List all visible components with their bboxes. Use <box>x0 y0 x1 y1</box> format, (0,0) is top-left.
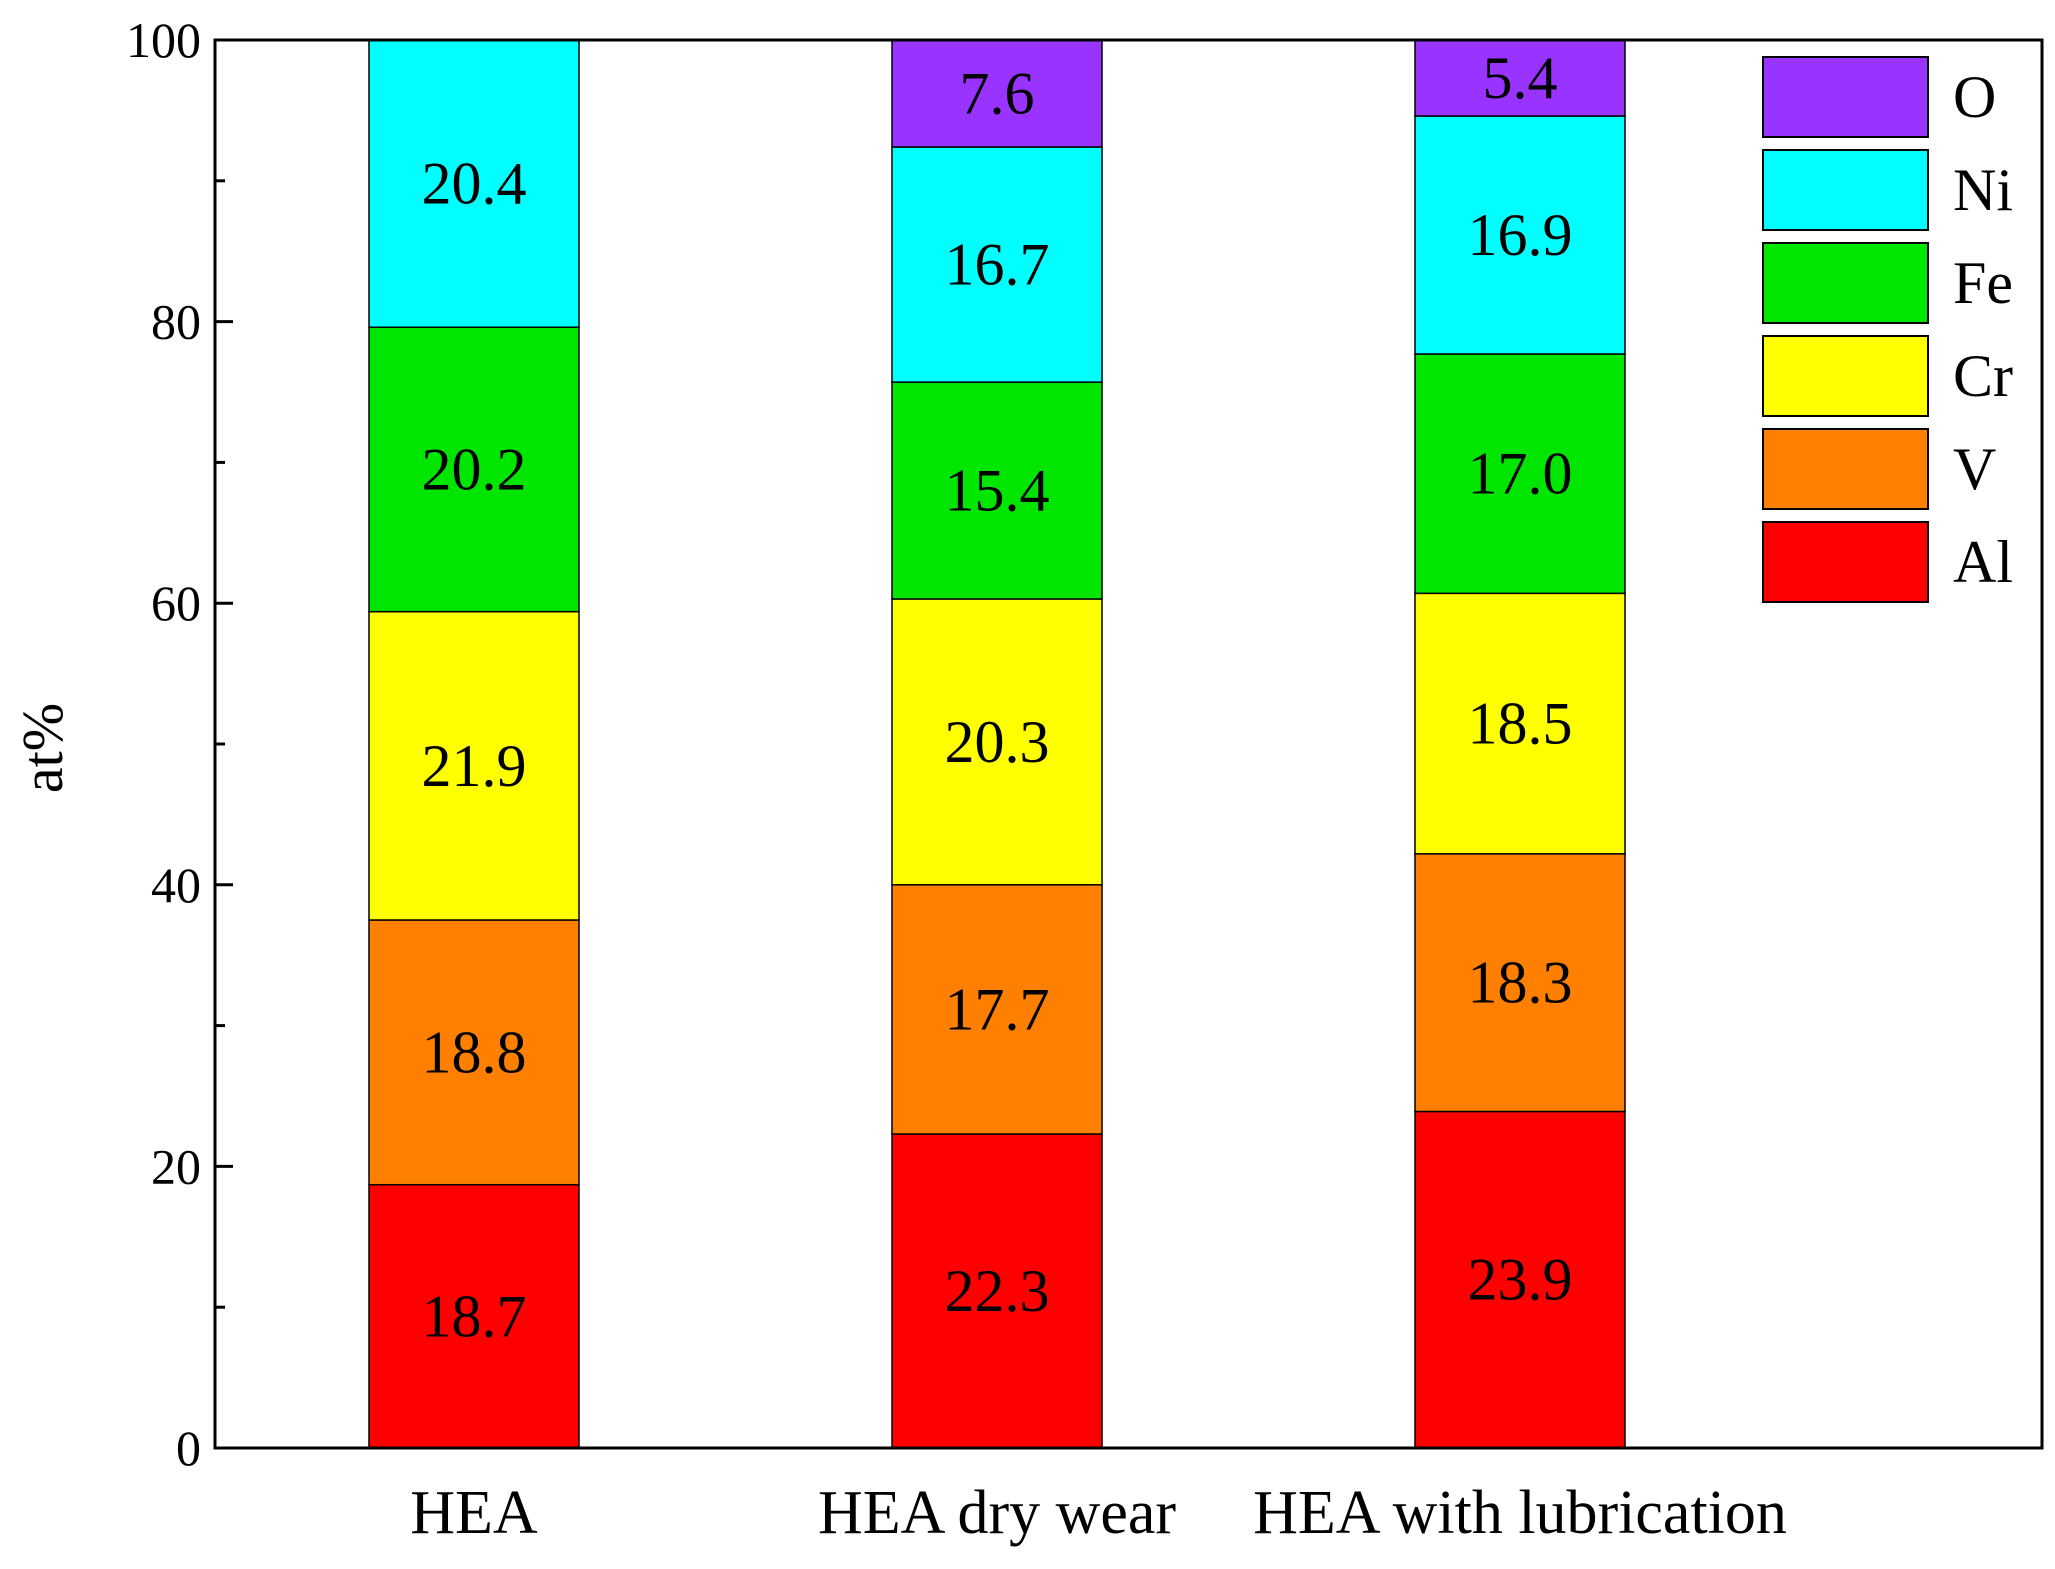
legend-label-cr: Cr <box>1953 343 2013 409</box>
value-label-ni: 20.4 <box>422 151 527 217</box>
value-label-v: 18.3 <box>1468 950 1573 1016</box>
legend-label-fe: Fe <box>1953 250 2013 316</box>
bar-segment-fe <box>368 326 580 613</box>
bar-segment-al <box>368 1183 580 1449</box>
legend-swatch-al <box>1762 521 1929 603</box>
value-label-ni: 16.7 <box>945 232 1050 298</box>
legend: O Ni Fe Cr V Al <box>1762 56 2013 603</box>
bar-segment-fe <box>1414 353 1626 595</box>
bar-segment-o <box>1414 39 1626 117</box>
bar-segment-cr <box>1414 592 1626 855</box>
y-tick-label: 100 <box>126 12 201 68</box>
bar-segment-ni <box>1414 115 1626 355</box>
legend-swatch-cr <box>1762 335 1929 417</box>
bar-segment-fe <box>891 381 1103 600</box>
legend-swatch-fe <box>1762 242 1929 324</box>
bar-segment-o <box>891 39 1103 148</box>
value-label-al: 18.7 <box>422 1283 527 1349</box>
bar-segment-cr <box>368 610 580 921</box>
value-label-o: 7.6 <box>960 61 1035 127</box>
value-label-al: 23.9 <box>1468 1247 1573 1313</box>
y-tick-label: 40 <box>151 857 201 913</box>
value-label-al: 22.3 <box>945 1258 1050 1324</box>
value-label-ni: 16.9 <box>1468 202 1573 268</box>
x-tick-label: HEA dry wear <box>818 1479 1176 1547</box>
legend-swatch-v <box>1762 428 1929 510</box>
value-label-v: 18.8 <box>422 1019 527 1085</box>
value-label-o: 5.4 <box>1483 45 1558 111</box>
value-label-fe: 15.4 <box>945 458 1050 524</box>
value-label-cr: 18.5 <box>1468 691 1573 757</box>
legend-label-al: Al <box>1953 529 2013 595</box>
legend-label-v: V <box>1953 436 1996 502</box>
axes-group: 0 20 40 60 80 100 HEA HEA dry wear HEA with lubr… <box>126 12 2044 1547</box>
y-tick-label: 80 <box>151 294 201 350</box>
bar-segment-al <box>1414 1110 1626 1449</box>
bar-segment-al <box>891 1133 1103 1449</box>
value-label-cr: 20.3 <box>945 709 1050 775</box>
bars-group <box>368 39 1626 1449</box>
value-label-v: 17.7 <box>945 976 1050 1042</box>
y-tick-label: 0 <box>176 1420 201 1476</box>
value-label-fe: 17.0 <box>1468 441 1573 507</box>
legend-swatch-o <box>1762 56 1929 138</box>
bar-segment-ni <box>368 39 580 328</box>
legend-swatch-ni <box>1762 149 1929 231</box>
value-labels-group: 18.7 18.8 21.9 20.2 20.4 22.3 17.7 20.3 15.4 16.7… <box>422 45 1573 1349</box>
legend-label-o: O <box>1953 64 1996 130</box>
y-axis-label: at% <box>10 703 75 793</box>
x-tick-label: HEA <box>410 1479 538 1547</box>
y-tick-label: 60 <box>151 575 201 631</box>
bar-segment-cr <box>891 598 1103 886</box>
value-label-fe: 20.2 <box>422 436 527 502</box>
y-tick-label: 20 <box>151 1138 201 1194</box>
bar-segment-ni <box>891 146 1103 383</box>
bar-segment-v <box>1414 853 1626 1113</box>
bar-segment-v <box>891 884 1103 1135</box>
legend-label-ni: Ni <box>1953 157 2013 223</box>
value-label-cr: 21.9 <box>422 733 527 799</box>
x-tick-label: HEA with lubrication <box>1253 1479 1787 1547</box>
